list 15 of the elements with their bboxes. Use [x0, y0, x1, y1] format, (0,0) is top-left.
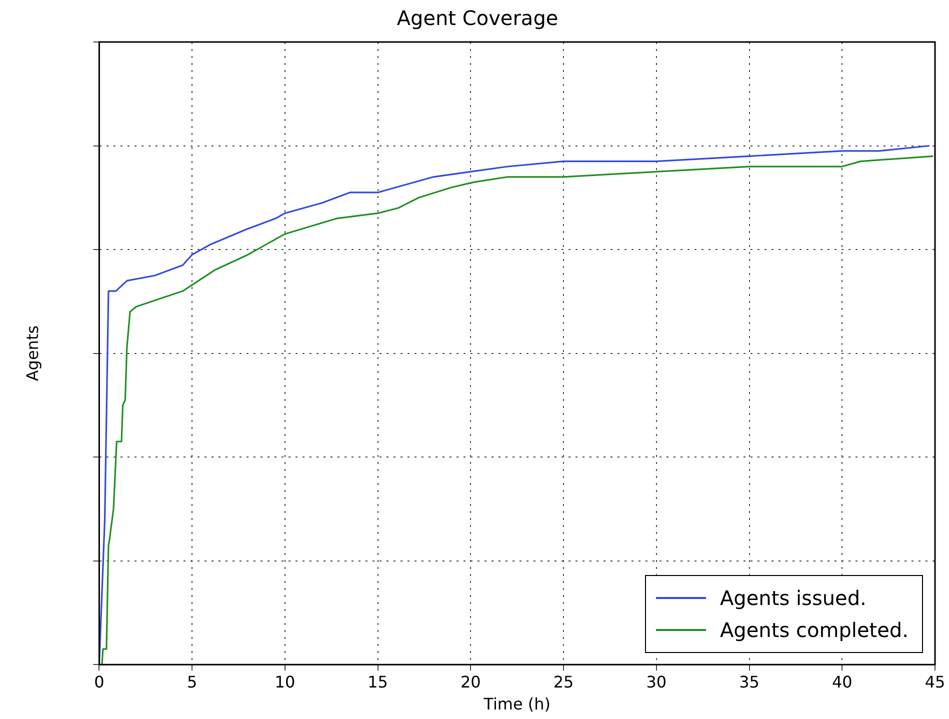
legend-label: Agents completed.	[720, 616, 908, 644]
x-axis-title: Time (h)	[482, 694, 551, 714]
chart-title: Agent Coverage	[396, 6, 558, 30]
x-tick-label: 5	[186, 672, 198, 692]
x-tick-label: 45	[924, 672, 946, 692]
x-tick-label: 10	[274, 672, 296, 692]
x-tick-label: 25	[553, 672, 574, 692]
legend-label: Agents issued.	[720, 584, 866, 612]
y-axis-title: Agents	[22, 325, 42, 382]
x-tick-label: 35	[739, 672, 760, 692]
x-tick-label: 40	[832, 672, 852, 692]
x-tick-label: 20	[460, 672, 481, 692]
x-tick-label: 0	[94, 672, 104, 692]
x-tick-label: 30	[646, 672, 667, 692]
x-tick-label: 15	[368, 672, 388, 692]
